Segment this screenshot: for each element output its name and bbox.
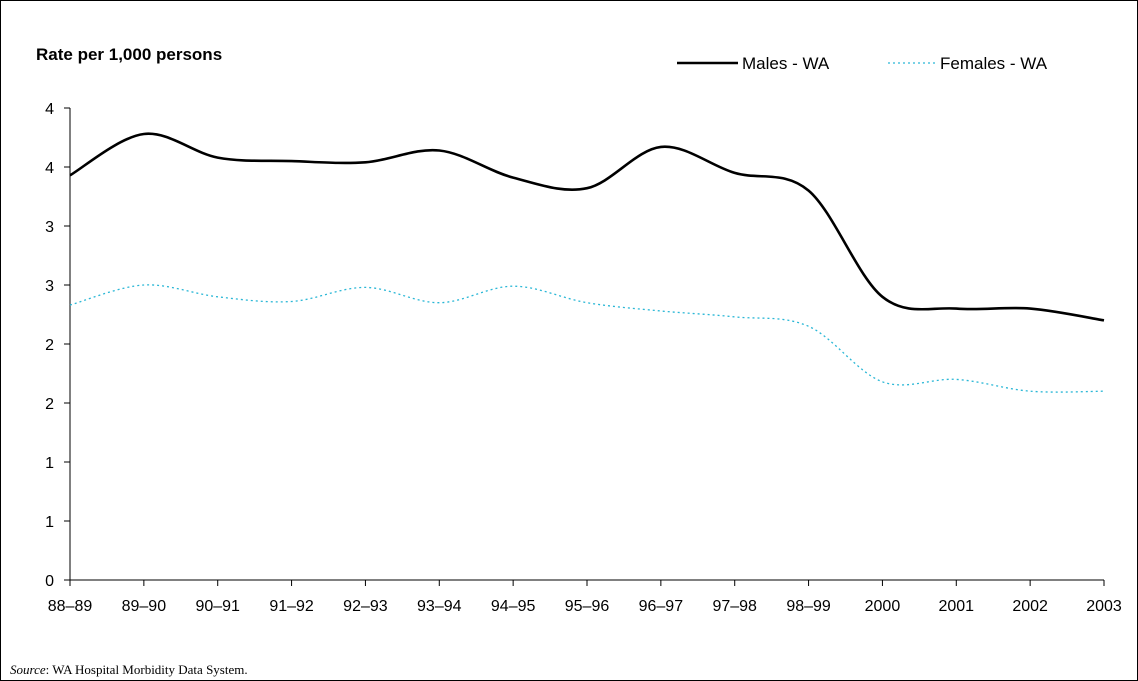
x-tick-label: 2003 [1086,598,1122,615]
x-tick-label: 93–94 [417,598,462,615]
x-tick-label: 98–99 [786,598,831,615]
x-tick-label: 2002 [1012,598,1048,615]
series-layer [69,132,1105,393]
x-tick-label: 88–89 [48,598,93,615]
x-tick-label: 94–95 [491,598,536,615]
x-tick-label: 2001 [938,598,974,615]
y-tick-label: 4 [45,101,54,118]
x-tick-label: 90–91 [195,598,240,615]
series-line-males [69,132,1105,322]
y-tick-label: 3 [45,219,54,236]
legend-label: Females - WA [940,54,1048,73]
x-tick-label: 96–97 [639,598,684,615]
x-tick-label: 89–90 [122,598,167,615]
source-text: : WA Hospital Morbidity Data System. [45,662,248,677]
x-tick-label: 91–92 [269,598,314,615]
legend-label: Males - WA [742,54,830,73]
x-tick-label: 2000 [865,598,901,615]
x-tick-label: 92–93 [343,598,388,615]
y-tick-label: 4 [45,160,54,177]
y-axis-label: Rate per 1,000 persons [36,45,222,64]
source-label: Source [10,662,46,677]
y-tick-label: 0 [45,573,54,590]
x-tick-label: 95–96 [565,598,610,615]
x-tick-label: 97–98 [712,598,757,615]
axes: 0 1 1 2 2 3 3 4 4 88–89 89–90 90–91 91–92 92–93 93–94 9… [45,101,1122,615]
series-line-females [69,284,1105,393]
y-tick-label: 3 [45,278,54,295]
legend: Males - WA Females - WA [677,54,1048,73]
y-tick-label: 2 [45,337,54,354]
source-note: Source: WA Hospital Morbidity Data Syste… [10,662,248,678]
y-tick-label: 1 [45,455,54,472]
y-tick-label: 2 [45,396,54,413]
y-tick-label: 1 [45,514,54,531]
